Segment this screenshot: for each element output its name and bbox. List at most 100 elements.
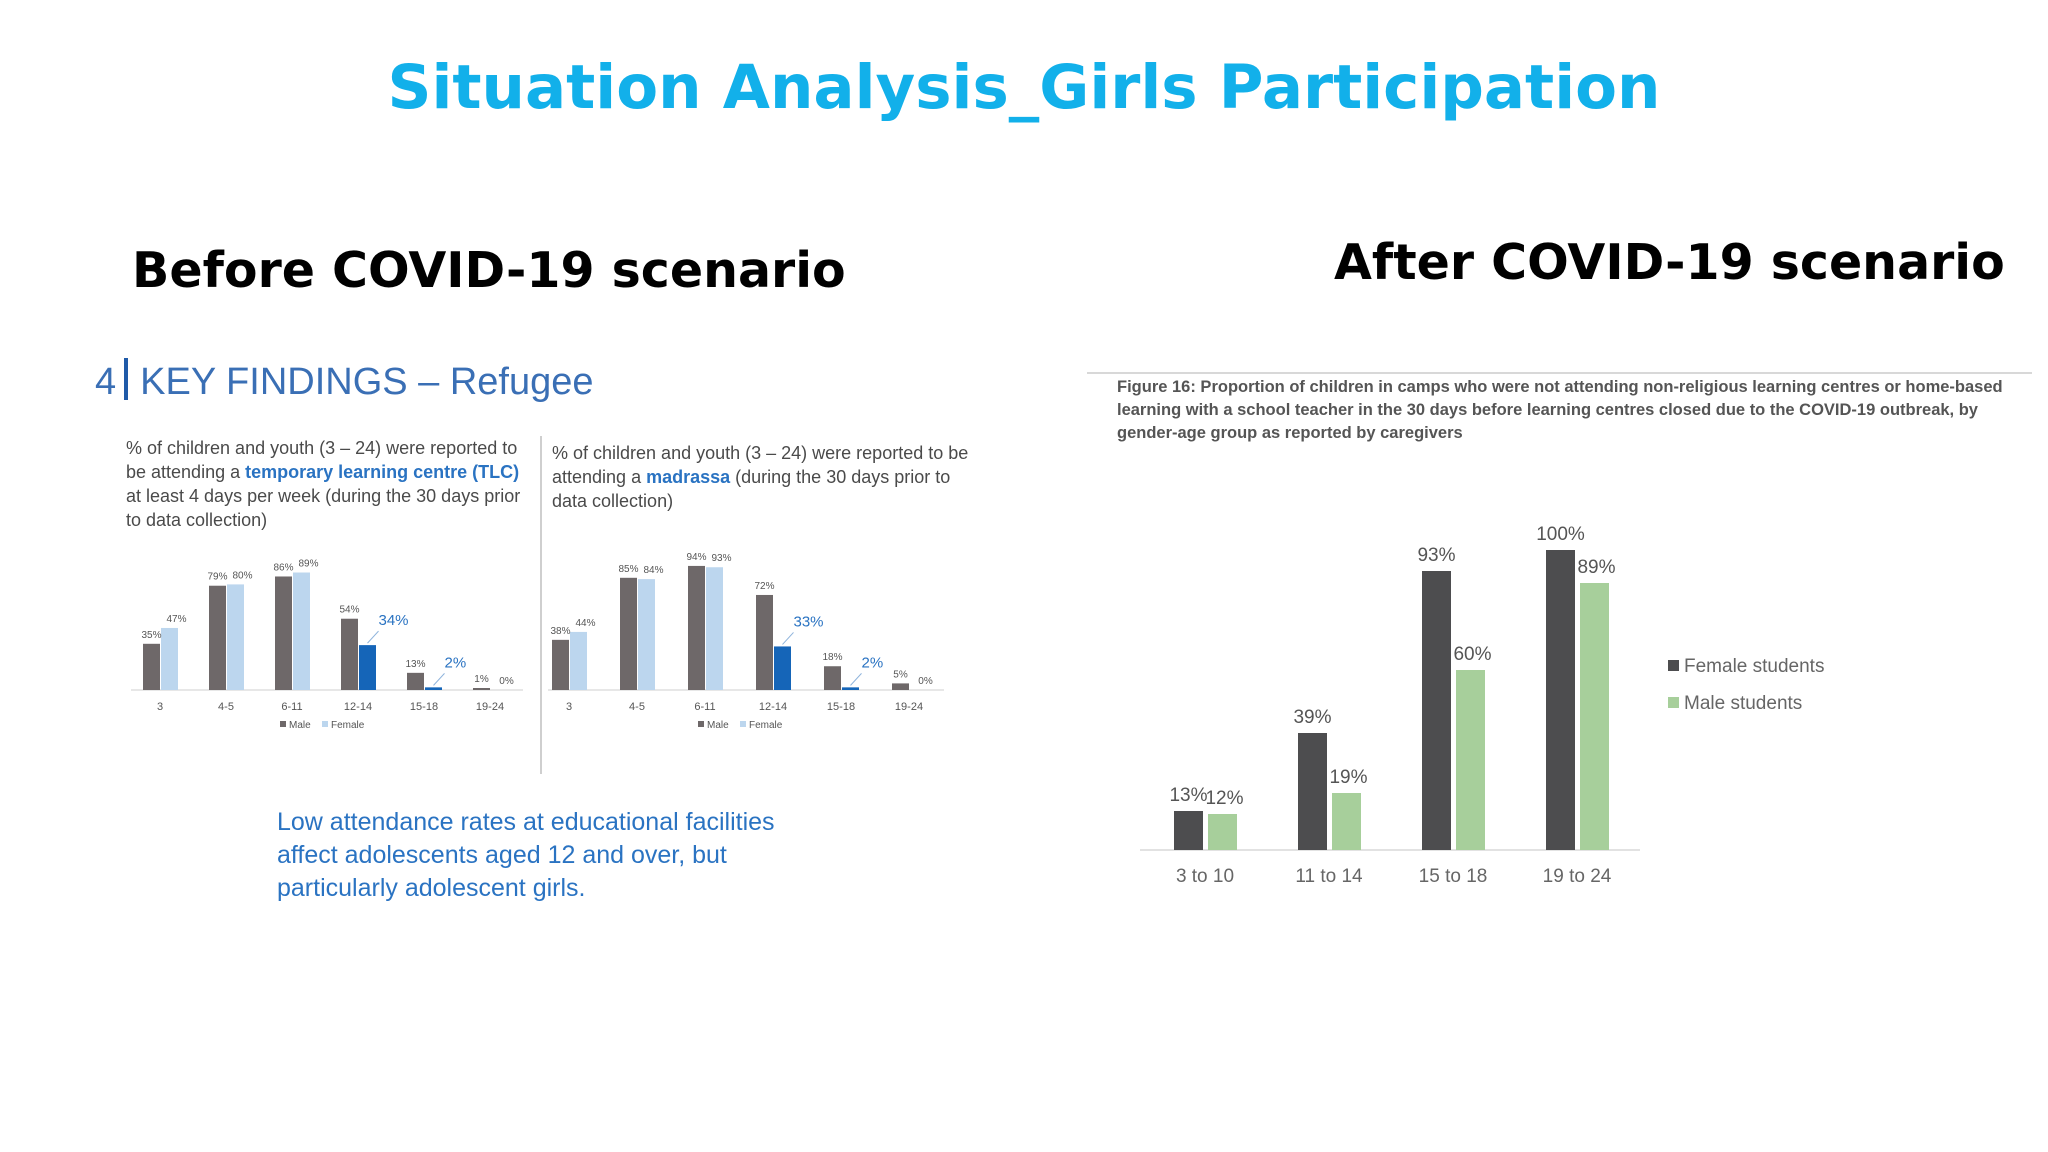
x-tick-label-3: 3	[157, 701, 163, 713]
data-label-female-19-to-24: 100%	[1536, 524, 1585, 545]
bar-male-4-5	[209, 585, 226, 690]
section-divider-bar	[124, 358, 129, 400]
legend-swatch-female	[740, 721, 746, 727]
data-label-female-6-11: 93%	[711, 553, 731, 564]
data-label-female-19-24: 0%	[918, 676, 933, 687]
bar-male-6-11	[688, 565, 705, 690]
bar-female-6-11	[706, 567, 723, 690]
x-tick-label-6-11: 6-11	[694, 701, 715, 713]
tlc-attendance-chart: 35% 47% 3 79% 80% 4-5 86% 89% 6-11 54% 34% 12-14 13%…	[131, 559, 523, 731]
bar-female-19-to-24	[1546, 550, 1575, 850]
data-label-female-3: 44%	[575, 618, 595, 629]
x-tick-label-19-24: 19-24	[895, 701, 923, 713]
legend-label-male: Male	[289, 720, 311, 731]
bar-female-12-14	[774, 646, 791, 690]
data-label-female-19-24: 0%	[499, 676, 514, 687]
data-label-female-4-5: 80%	[232, 570, 252, 581]
data-label-male-6-11: 94%	[686, 552, 706, 563]
x-tick-label-12-14: 12-14	[759, 701, 787, 713]
bar-female-15-18	[425, 687, 442, 690]
x-tick-label-15-18: 15-18	[827, 701, 855, 713]
bar-male-3-to-10	[1208, 814, 1237, 850]
slide-title: Situation Analysis_Girls Participation	[387, 52, 1661, 123]
section-number: 4	[95, 361, 117, 403]
bar-female-15-18	[842, 687, 859, 690]
after-covid-chart: 13%12% 3 to 10 39% 19% 11 to 14 93% 60% 15 to 1…	[1140, 524, 1824, 887]
tlc-description: % of children and youth (3 – 24) were re…	[126, 436, 536, 532]
x-tick-label-3-to-10: 3 to 10	[1176, 866, 1234, 887]
bar-male-19-24	[892, 683, 909, 690]
data-label-female-3-to-10: 13%	[1169, 785, 1207, 806]
bar-female-12-14	[359, 645, 376, 690]
bar-male-11-to-14	[1332, 793, 1361, 850]
data-label-male-3-to-10: 12%	[1205, 788, 1243, 809]
madrassa-desc-highlight: madrassa	[646, 467, 731, 487]
legend-swatch-female	[322, 721, 328, 727]
x-tick-label-6-11: 6-11	[281, 701, 302, 713]
figure-caption: Figure 16: Proportion of children in cam…	[1117, 378, 2003, 442]
data-label-female-15-18: 2%	[862, 654, 884, 671]
data-label-male-3: 35%	[141, 630, 161, 641]
legend-label-male: Male	[707, 720, 729, 731]
data-label-male-4-5: 85%	[618, 564, 638, 575]
bar-male-15-18	[824, 666, 841, 690]
legend-swatch-male	[1668, 697, 1679, 708]
madrassa-desc-text-1: % of children and youth (3 – 24) were re…	[552, 443, 969, 487]
bar-male-15-18	[407, 672, 424, 690]
x-tick-label-15-18: 15-18	[410, 701, 438, 713]
tlc-desc-highlight: temporary learning centre (TLC)	[245, 462, 520, 482]
bar-male-12-14	[341, 618, 358, 690]
key-finding-conclusion: Low attendance rates at educational faci…	[277, 808, 775, 902]
bar-male-15-to-18	[1456, 670, 1485, 850]
data-label-male-19-24: 5%	[893, 669, 908, 680]
x-tick-label-4-5: 4-5	[218, 701, 234, 713]
legend-label-female: Female	[749, 720, 783, 731]
legend-swatch-male	[280, 721, 286, 727]
bar-female-3	[570, 631, 587, 690]
data-label-female-15-18: 2%	[445, 654, 467, 671]
bar-female-11-to-14	[1298, 733, 1327, 850]
data-label-male-4-5: 79%	[207, 572, 227, 583]
bar-female-15-to-18	[1422, 571, 1451, 850]
data-label-female-3: 47%	[166, 614, 186, 625]
tlc-desc-text-2: at least 4 days per week (during the 30 …	[126, 486, 521, 530]
bar-male-4-5	[620, 577, 637, 690]
bar-male-19-24	[473, 688, 490, 690]
x-tick-label-3: 3	[566, 701, 572, 713]
panel-divider	[540, 436, 542, 774]
bar-female-6-11	[293, 572, 310, 690]
after-covid-heading: After COVID-19 scenario	[1334, 234, 2005, 291]
data-label-male-15-to-18: 60%	[1453, 644, 1491, 665]
bar-female-3-to-10	[1174, 811, 1203, 850]
x-tick-label-19-24: 19-24	[476, 701, 504, 713]
data-label-male-19-to-24: 89%	[1577, 557, 1615, 578]
madrassa-attendance-chart: 38% 44% 3 85% 84% 4-5 94% 93% 6-11 72% 33% 12-14 18%…	[548, 552, 944, 731]
data-label-male-3: 38%	[550, 626, 570, 637]
data-label-female-11-to-14: 39%	[1293, 707, 1331, 728]
x-tick-label-15-to-18: 15 to 18	[1419, 866, 1488, 887]
legend-label-female: Female	[331, 720, 365, 731]
legend-label-male: Male students	[1684, 693, 1802, 714]
key-findings-label: KEY FINDINGS – Refugee	[140, 361, 594, 403]
data-label-male-11-to-14: 19%	[1329, 767, 1367, 788]
data-label-female-15-to-18: 93%	[1417, 545, 1455, 566]
figure-top-rule	[1087, 372, 2032, 374]
x-tick-label-12-14: 12-14	[344, 701, 372, 713]
legend-label-female: Female students	[1684, 656, 1824, 677]
data-label-female-6-11: 89%	[298, 559, 318, 570]
data-label-male-6-11: 86%	[273, 562, 293, 573]
x-tick-label-19-to-24: 19 to 24	[1543, 866, 1612, 887]
data-label-male-19-24: 1%	[474, 674, 489, 685]
bar-female-4-5	[227, 584, 244, 690]
callout-line-12-14	[367, 630, 379, 644]
madrassa-desc-text-2: (during the 30 days prior to data collec…	[552, 467, 951, 511]
x-tick-label-11-to-14: 11 to 14	[1295, 866, 1363, 887]
bar-female-3	[161, 627, 178, 690]
bar-female-4-5	[638, 579, 655, 690]
data-label-male-12-14: 54%	[339, 605, 359, 616]
callout-line-15-18	[433, 673, 445, 686]
bar-male-19-to-24	[1580, 583, 1609, 850]
bar-male-6-11	[275, 576, 292, 690]
data-label-female-12-14: 34%	[379, 612, 409, 629]
data-label-male-15-18: 18%	[822, 652, 842, 663]
